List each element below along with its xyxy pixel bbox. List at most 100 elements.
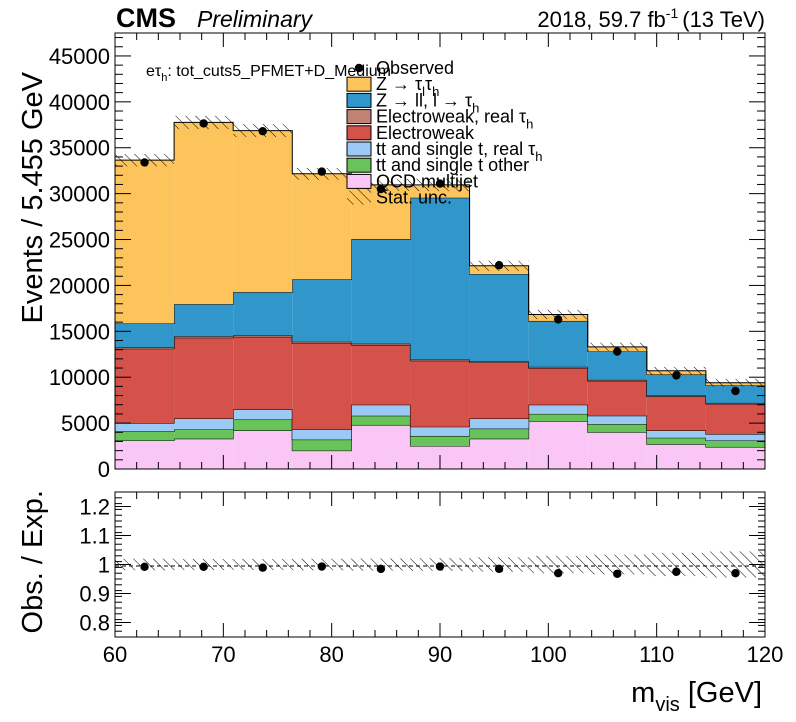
ratio-point-10: [731, 569, 740, 578]
legend-label-text: Z → ll, l → τ: [376, 90, 472, 110]
stack-bar-4-4: [351, 343, 411, 346]
main-axes: 0 5000 10000 15000 20000 25000 30000 35000 40000…: [49, 33, 766, 482]
stack-bar-2-0: [115, 423, 175, 432]
observed-point-3: [317, 167, 327, 176]
observed-point-0: [140, 158, 149, 167]
ratio-point-8: [613, 569, 622, 578]
ratio-point-4: [376, 564, 386, 574]
legend-swatch-7: [346, 173, 372, 189]
stack-bar-5-6: [469, 274, 529, 362]
stack-bar-1-7: [528, 413, 588, 422]
energy-text: (13 TeV): [682, 7, 765, 32]
stack-bar-4-6: [469, 361, 529, 363]
ratio-tick-label-1: 0.9: [79, 582, 110, 607]
stack-bar-5-0: [115, 323, 175, 348]
stack-bar-5-4: [351, 239, 411, 344]
stack-outline-4: [115, 334, 765, 404]
stat-unc-band-8: [587, 342, 647, 351]
observed-point-1: [199, 119, 208, 128]
stack-bar-0-1: [174, 438, 234, 469]
stack-bar-1-4: [351, 415, 411, 425]
legend-label-sub: h: [472, 100, 479, 115]
legend-swatch-6: [346, 157, 372, 173]
observed-points-layer: [140, 119, 740, 396]
ratio-point-1: [199, 562, 208, 572]
legend-label-text2: τ: [425, 74, 432, 94]
stack-bar-2-8: [587, 415, 647, 425]
lumi-label: 2018, 59.7 fb-1 (13 TeV): [537, 5, 765, 32]
stack-bar-2-5: [410, 426, 470, 436]
stack-bar-2-6: [469, 418, 529, 429]
ratio-tick-label-3: 1.1: [79, 524, 110, 549]
stack-bar-4-5: [410, 359, 470, 361]
stack-bar-3-10: [705, 403, 765, 435]
stack-bar-6-0: [115, 160, 175, 324]
stack-bar-1-3: [292, 439, 352, 451]
stack-bar-1-8: [587, 424, 647, 433]
stack-bar-2-4: [351, 404, 411, 416]
legend-label-text: Electroweak, real τ: [376, 107, 526, 127]
legend-label-6: tt and single t other: [376, 155, 529, 175]
legend-label-sub2: h: [432, 84, 439, 99]
stack-bar-4-0: [115, 347, 175, 349]
stack-bar-2-1: [174, 418, 234, 430]
stack-bar-5-2: [233, 292, 293, 336]
x-axis-label: mvis [GeV]: [631, 677, 762, 716]
stack-bar-0-9: [646, 444, 706, 469]
y-tick-label-5: 25000: [49, 228, 110, 253]
x-label-main: m: [631, 677, 655, 709]
legend-label-sub: h: [535, 149, 542, 164]
y-tick-label-8: 40000: [49, 90, 110, 115]
y-tick-label-6: 30000: [49, 182, 110, 207]
legend-swatch-4: [346, 125, 372, 141]
ratio-tick-label-2: 1: [98, 553, 110, 578]
x-tick-label-1: 70: [211, 642, 235, 667]
legend-label-4: Electroweak: [376, 123, 475, 143]
lumi-exponent: -1: [666, 5, 679, 21]
legend-label-8: Stat. unc.: [376, 188, 452, 208]
stack-bar-3-8: [587, 380, 647, 416]
stack-bar-2-2: [233, 409, 293, 420]
stack-bar-3-7: [528, 368, 588, 405]
legend-entry-2: Z → ll, l → τh: [346, 90, 479, 115]
stack-bar-2-7: [528, 404, 588, 414]
x-tick-label-0: 60: [103, 642, 127, 667]
stack-bar-4-3: [292, 341, 352, 344]
stack-bar-0-10: [705, 446, 765, 469]
y-tick-label-1: 5000: [61, 411, 110, 436]
ratio-unc-band-4: [351, 558, 411, 571]
x-tick-label-2: 80: [319, 642, 343, 667]
stack-bar-0-2: [233, 430, 293, 469]
stack-bar-5-8: [587, 351, 647, 380]
stack-bar-1-6: [469, 428, 529, 439]
legend-entry-7: QCD multijet: [346, 171, 478, 191]
legend-label-text: Stat. unc.: [376, 188, 452, 208]
x-label-unit: [GeV]: [680, 677, 762, 709]
stack-bar-1-2: [233, 419, 293, 431]
legend-entry-6: tt and single t other: [346, 155, 529, 175]
stack-bar-3-4: [351, 345, 411, 405]
stack-bar-5-1: [174, 304, 234, 337]
legend-label-3: Electroweak, real τh: [376, 107, 533, 132]
stack-bar-5-5: [410, 197, 470, 360]
stack-bar-5-7: [528, 320, 588, 367]
ratio-y-axis-label: Obs. / Exp.: [17, 490, 49, 633]
stack-bar-1-9: [646, 437, 706, 445]
stack-bar-0-0: [115, 440, 175, 469]
legend-label-5: tt and single t, real τh: [376, 139, 542, 164]
y-tick-label-9: 45000: [49, 44, 110, 69]
channel-label: eτh: tot_cuts5_PFMET+D_Medium: [146, 63, 391, 84]
stack-bar-1-5: [410, 435, 470, 447]
legend-label-sub: l: [422, 84, 425, 99]
y-tick-label-2: 10000: [49, 365, 110, 390]
stack-bar-6-3: [292, 173, 352, 280]
ratio-point-7: [553, 569, 563, 578]
observed-point-6: [494, 261, 504, 270]
y-tick-label-0: 0: [98, 457, 110, 482]
stack-bar-6-1: [174, 122, 234, 305]
observed-point-5: [435, 179, 445, 188]
stack-bar-3-6: [469, 362, 529, 419]
x-tick-label-4: 100: [530, 642, 567, 667]
stack-bar-0-8: [587, 432, 647, 469]
